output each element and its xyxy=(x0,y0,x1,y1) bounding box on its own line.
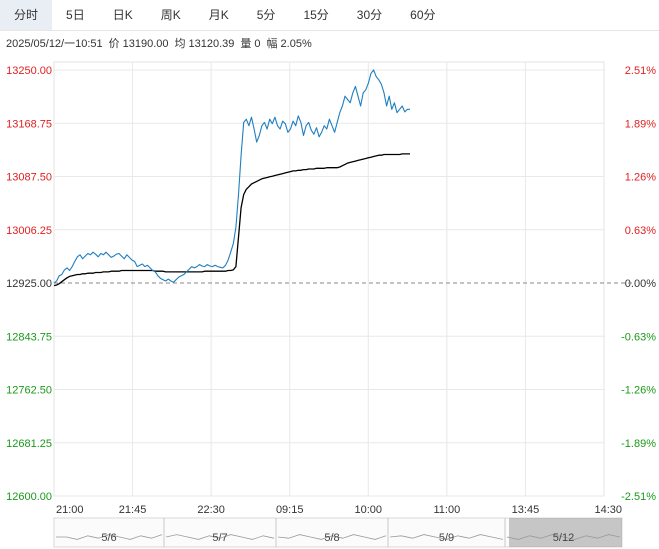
change-value: 2.05% xyxy=(280,38,312,50)
tab-intraday[interactable]: 分时 xyxy=(0,0,53,30)
volume-value: 0 xyxy=(254,38,261,50)
y-tick-label-left: 12762.50 xyxy=(6,385,52,397)
x-tick-label: 21:00 xyxy=(56,504,84,516)
x-tick-label: 22:30 xyxy=(197,504,225,516)
volume-label: 量 xyxy=(240,38,252,50)
y-tick-label-right: -1.89% xyxy=(621,438,656,450)
x-tick-label: 11:00 xyxy=(433,504,460,516)
y-tick-label-right: 1.89% xyxy=(625,118,656,130)
y-tick-label-left: 13006.25 xyxy=(6,225,52,237)
price-value: 13190.00 xyxy=(122,38,169,50)
y-tick-label-right: 0.00% xyxy=(625,278,656,290)
y-tick-label-left: 12600.00 xyxy=(6,491,52,503)
tab-30min[interactable]: 30分 xyxy=(356,8,383,22)
navigator-trace xyxy=(56,534,163,540)
quote-info-bar: 2025/05/12/一10:51 价 13190.00 均 13120.39 量 0 幅 2.… xyxy=(6,35,318,51)
period-tabs: 分时 5日 日K 周K 月K 5分 15分 30分 60分 xyxy=(0,0,659,31)
plot-frame xyxy=(53,61,605,497)
price-line xyxy=(53,69,410,284)
x-tick-label: 14:30 xyxy=(594,504,622,516)
avg-value: 13120.39 xyxy=(188,38,235,50)
x-tick-label: 21:45 xyxy=(119,504,147,516)
y-tick-label-right: 0.63% xyxy=(625,225,656,237)
tab-5min[interactable]: 5分 xyxy=(256,8,276,22)
y-tick-label-left: 12925.00 xyxy=(6,278,52,290)
y-tick-label-right: 1.26% xyxy=(625,172,656,184)
y-tick-label-right: -2.51% xyxy=(621,491,656,503)
navigator-trace xyxy=(389,534,504,540)
navigator-trace xyxy=(277,534,387,540)
tab-60min[interactable]: 60分 xyxy=(410,8,436,22)
y-tick-label-right: 2.51% xyxy=(625,65,656,77)
tab-15min[interactable]: 15分 xyxy=(303,8,329,22)
y-tick-label-left: 13168.75 xyxy=(6,118,52,130)
navigator-date-label: 5/6 xyxy=(101,532,116,544)
navigator-frame xyxy=(53,517,623,548)
navigator-date-label: 5/9 xyxy=(439,532,454,544)
y-tick-label-left: 12681.25 xyxy=(6,438,52,450)
tab-daily-k[interactable]: 日K xyxy=(112,8,133,22)
y-tick-label-left: 13087.50 xyxy=(6,172,52,184)
navigator-date-label: 5/8 xyxy=(324,532,339,544)
x-tick-label: 10:00 xyxy=(355,504,383,516)
y-tick-label-left: 12843.75 xyxy=(6,331,52,343)
x-tick-label: 09:15 xyxy=(276,504,304,516)
y-tick-label-right: -0.63% xyxy=(621,331,656,343)
navigator-trace xyxy=(165,534,275,540)
tab-5day[interactable]: 5日 xyxy=(66,8,85,22)
tab-monthly-k[interactable]: 月K xyxy=(208,8,229,22)
avg-price-line xyxy=(53,153,410,287)
tab-weekly-k[interactable]: 周K xyxy=(160,8,181,22)
y-tick-label-right: -1.26% xyxy=(621,385,656,397)
y-tick-label-left: 13250.00 xyxy=(6,65,52,77)
quote-datetime: 2025/05/12/一10:51 xyxy=(6,38,103,50)
change-label: 幅 xyxy=(266,38,278,50)
navigator-date-label: 5/12 xyxy=(553,532,574,544)
navigator-date-label: 5/7 xyxy=(212,532,227,544)
navigator-selection xyxy=(509,518,622,547)
avg-label: 均 xyxy=(174,38,186,50)
x-tick-label: 13:45 xyxy=(512,504,540,516)
navigator-trace xyxy=(506,534,621,540)
price-label: 价 xyxy=(108,38,120,50)
